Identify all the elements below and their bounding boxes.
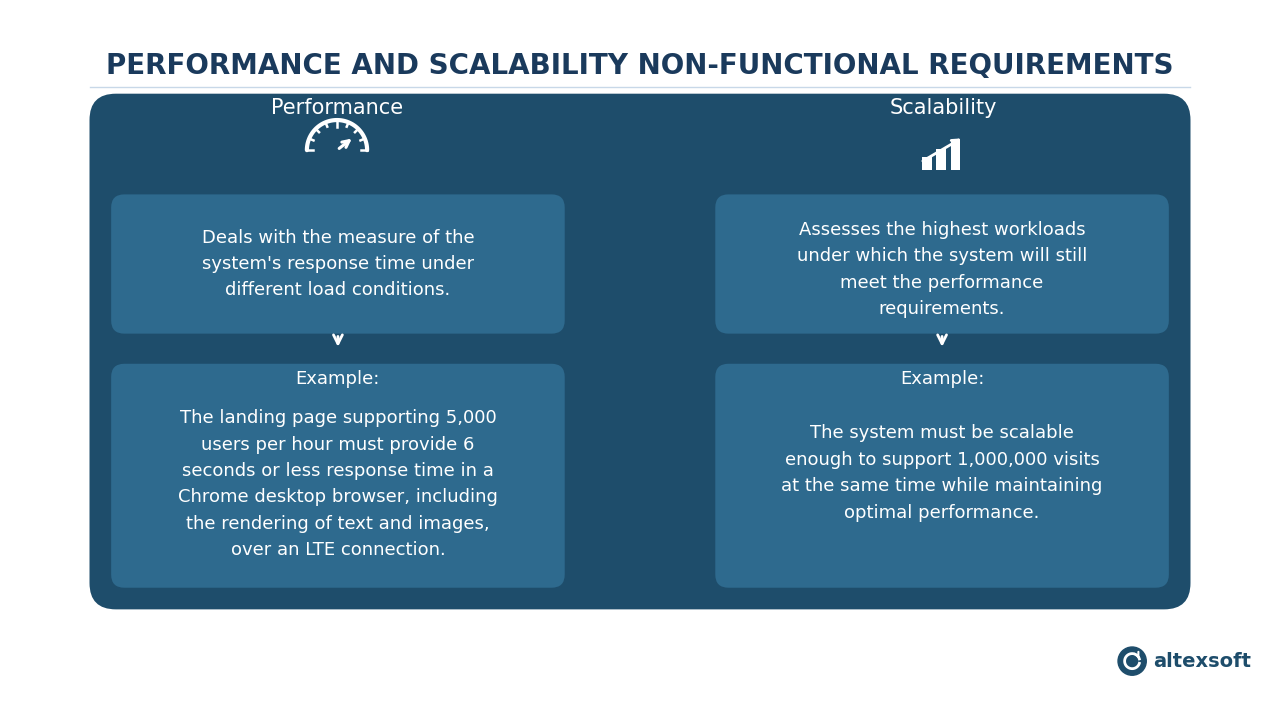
FancyBboxPatch shape bbox=[111, 364, 564, 588]
Text: altexsoft: altexsoft bbox=[1153, 652, 1251, 670]
Text: PERFORMANCE AND SCALABILITY NON-FUNCTIONAL REQUIREMENTS: PERFORMANCE AND SCALABILITY NON-FUNCTION… bbox=[106, 53, 1174, 81]
Text: Deals with the measure of the
system's response time under
different load condit: Deals with the measure of the system's r… bbox=[202, 229, 475, 300]
FancyBboxPatch shape bbox=[111, 194, 564, 333]
FancyBboxPatch shape bbox=[937, 149, 946, 170]
Text: Assesses the highest workloads
under which the system will still
meet the perfor: Assesses the highest workloads under whi… bbox=[797, 221, 1087, 318]
Text: The landing page supporting 5,000
users per hour must provide 6
seconds or less : The landing page supporting 5,000 users … bbox=[178, 409, 498, 559]
FancyBboxPatch shape bbox=[923, 157, 932, 170]
FancyBboxPatch shape bbox=[90, 94, 1190, 609]
Text: Example:: Example: bbox=[296, 370, 380, 388]
Circle shape bbox=[1117, 647, 1147, 675]
Text: Scalability: Scalability bbox=[890, 98, 997, 118]
FancyBboxPatch shape bbox=[716, 364, 1169, 588]
FancyBboxPatch shape bbox=[716, 194, 1169, 333]
FancyBboxPatch shape bbox=[951, 140, 960, 170]
Text: Example:: Example: bbox=[900, 370, 984, 388]
Text: Performance: Performance bbox=[271, 98, 403, 118]
Text: The system must be scalable
enough to support 1,000,000 visits
at the same time : The system must be scalable enough to su… bbox=[781, 424, 1103, 521]
